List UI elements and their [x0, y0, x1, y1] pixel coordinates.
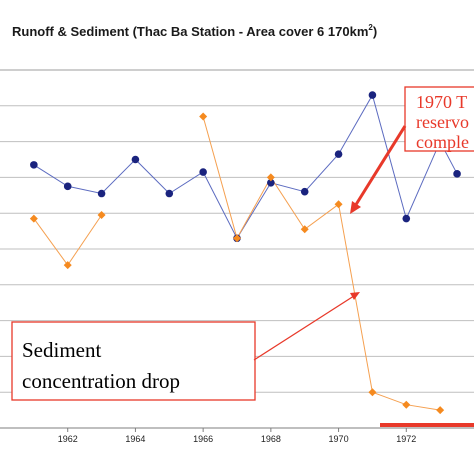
reservoir-annotation-box	[404, 86, 474, 152]
blue-data-point	[453, 170, 461, 178]
blue-data-point	[131, 155, 140, 164]
x-tick-label: 1970	[329, 434, 349, 444]
blue-data-point	[267, 178, 275, 187]
annotation-sediment-drop: Sediment concentration drop	[11, 321, 256, 401]
blue-series-line	[33, 93, 458, 240]
blue-data-point	[368, 91, 377, 99]
chart-title: Runoff & Sediment (Thac Ba Station - Are…	[12, 23, 377, 39]
reservoir-annotation-line-1: 1970 T	[416, 92, 467, 112]
orange-series-line	[202, 116, 441, 411]
orange-data-point	[436, 406, 445, 415]
reservoir-annotation-line-2: reservo	[416, 112, 469, 132]
orange-data-point	[368, 388, 377, 397]
x-tick-label: 1962	[58, 434, 78, 444]
reservoir-arrow-shaft	[350, 125, 407, 212]
orange-data-point	[199, 112, 208, 121]
blue-data-point	[402, 214, 411, 223]
x-tick-label: 1972	[396, 434, 416, 444]
series-markers	[29, 91, 461, 415]
reservoir-arrow-head	[350, 201, 361, 214]
x-tick-label: 1964	[125, 434, 145, 444]
blue-data-point	[199, 168, 207, 176]
plot-frame	[0, 69, 474, 429]
x-axis-ticks: 1962 1964 1966 1968 1970 1972	[58, 428, 416, 444]
blue-data-point	[165, 189, 174, 198]
sediment-annotation-box	[11, 321, 256, 401]
blue-data-point	[300, 187, 309, 196]
x-tick-label: 1968	[261, 434, 281, 444]
orange-data-point	[97, 210, 106, 219]
orange-data-point	[29, 214, 38, 223]
sediment-arrow-head	[350, 292, 360, 300]
x-tick-label: 1966	[193, 434, 213, 444]
sediment-arrow-shaft	[253, 293, 358, 361]
sediment-annotation-line-1: Sediment	[22, 338, 101, 362]
blue-data-point	[63, 182, 72, 191]
orange-data-point	[402, 400, 411, 409]
blue-data-point	[30, 161, 38, 169]
sediment-annotation-line-2: concentration drop	[22, 369, 180, 393]
blue-data-point	[334, 150, 343, 158]
reservoir-annotation-line-3: comple	[416, 132, 469, 152]
orange-data-point	[233, 234, 241, 243]
orange-data-point	[63, 261, 72, 270]
orange-data-point	[266, 173, 275, 182]
blue-data-point	[97, 189, 106, 198]
annotation-reservoir: 1970 T reservo comple	[404, 86, 474, 152]
orange-data-point	[300, 225, 309, 234]
orange-data-point	[334, 200, 343, 209]
annotation-arrows	[253, 125, 474, 427]
